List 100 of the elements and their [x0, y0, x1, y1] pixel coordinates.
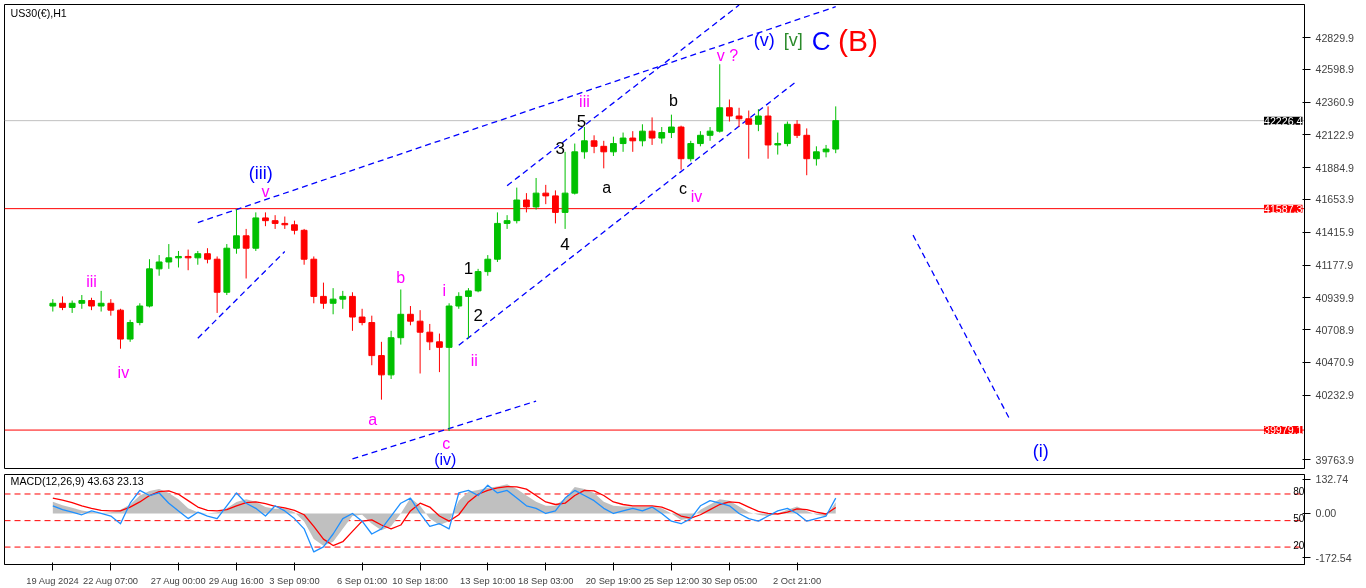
annotation: (i) — [1032, 440, 1049, 461]
candlestick — [706, 126, 714, 142]
candlestick — [465, 287, 472, 339]
annotation: 80 — [1293, 485, 1305, 497]
y-tick-label: 40470.9 — [1315, 356, 1355, 369]
y-tick-label: 0.00 — [1315, 507, 1337, 520]
y-tick-label: 41884.9 — [1315, 161, 1355, 174]
annotation: i — [442, 282, 447, 299]
candlestick — [426, 323, 434, 351]
annotation: v ? — [716, 47, 739, 64]
y-tick-label: 41177.9 — [1315, 259, 1354, 272]
annotation: iii — [579, 93, 590, 110]
annotation: v — [261, 183, 270, 200]
y-tick-label: -172.54 — [1315, 551, 1352, 564]
annotation: a — [368, 411, 378, 428]
annotation: (B) — [837, 24, 878, 57]
annotation: (v) — [753, 29, 775, 50]
candlestick — [233, 208, 240, 255]
ref-line-label: 42226.4 — [1263, 114, 1303, 127]
annotation: (iii) — [248, 162, 273, 183]
x-tick-label: 18 Sep 03:00 — [518, 575, 574, 586]
x-tick-label: 22 Aug 07:00 — [83, 575, 139, 586]
annotation: 50 — [1293, 512, 1305, 524]
annotation: 4 — [560, 234, 570, 254]
annotation: c — [442, 435, 451, 452]
candlestick — [349, 291, 356, 332]
y-tick-label: 40708.9 — [1315, 323, 1355, 336]
annotation: c — [679, 180, 688, 197]
annotation: 3 — [555, 138, 565, 158]
candlestick — [126, 319, 134, 343]
x-tick-label: 25 Sep 12:00 — [643, 575, 700, 586]
y-tick-label: 42122.9 — [1315, 128, 1355, 141]
y-tick-label: 42598.9 — [1315, 63, 1355, 76]
candlestick — [619, 132, 627, 153]
y-tick-label: 40939.9 — [1315, 291, 1355, 304]
candlestick — [242, 228, 250, 279]
y-tick-label: 41653.9 — [1315, 193, 1355, 206]
candlestick — [610, 136, 617, 157]
y-tick-label: 132.74 — [1315, 473, 1349, 486]
chart-title: US30(€),H1 — [10, 6, 67, 19]
annotation: (iv) — [434, 451, 457, 468]
annotation: [v] — [783, 29, 803, 50]
candlestick — [687, 140, 695, 162]
candlestick — [726, 99, 733, 123]
x-tick-label: 20 Sep 19:00 — [585, 575, 642, 586]
candlestick — [600, 140, 608, 169]
x-tick-label: 27 Aug 00:00 — [150, 575, 206, 586]
candlestick — [407, 305, 414, 326]
candlestick — [784, 121, 791, 147]
annotation: 5 — [576, 111, 587, 131]
annotation: b — [668, 92, 678, 109]
candlestick — [581, 126, 588, 160]
candlestick — [484, 254, 492, 277]
chart-title: MACD(12,26,9) 43.63 23.13 — [10, 474, 144, 487]
candlestick — [358, 308, 366, 326]
candlestick — [97, 290, 105, 313]
candlestick — [416, 309, 424, 374]
annotation: C — [811, 25, 831, 56]
candlestick — [813, 145, 820, 167]
annotation: 20 — [1293, 539, 1305, 551]
candlestick — [542, 184, 550, 205]
candlestick — [320, 282, 327, 310]
candlestick — [503, 214, 511, 230]
y-tick-label: 41415.9 — [1315, 226, 1355, 239]
candlestick — [803, 127, 811, 176]
candlestick — [590, 134, 598, 154]
x-tick-label: 10 Sep 18:00 — [392, 575, 448, 586]
ref-line-label: 41587.3 — [1263, 202, 1303, 215]
candlestick — [397, 289, 405, 346]
candlestick — [668, 114, 675, 139]
candlestick — [378, 341, 385, 401]
candlestick — [436, 333, 443, 373]
y-tick-label: 42360.9 — [1315, 96, 1355, 109]
annotation: ii — [470, 352, 478, 369]
candlestick — [755, 108, 762, 132]
candlestick — [735, 107, 743, 128]
candlestick — [155, 254, 163, 277]
annotation: 2 — [473, 305, 483, 325]
candlestick — [639, 123, 646, 147]
candlestick — [532, 177, 540, 211]
x-tick-label: 2 Oct 21:00 — [772, 575, 822, 586]
candlestick — [774, 132, 782, 156]
y-tick-label: 39763.9 — [1315, 453, 1355, 466]
annotation: 1 — [463, 258, 474, 278]
annotation: a — [602, 179, 612, 196]
x-tick-label: 19 Aug 2024 — [26, 575, 79, 586]
candlestick — [329, 287, 337, 315]
x-tick-label: 3 Sep 09:00 — [269, 575, 320, 586]
candlestick — [136, 302, 144, 326]
ref-line-label: 39979.1 — [1263, 424, 1303, 437]
annotation: iv — [690, 188, 703, 205]
annotation: iv — [117, 364, 130, 381]
x-tick-label: 13 Sep 10:00 — [460, 575, 516, 586]
x-tick-label: 29 Aug 16:00 — [208, 575, 264, 586]
candlestick — [271, 214, 279, 230]
x-tick-label: 6 Sep 01:00 — [336, 575, 388, 586]
candlestick — [822, 144, 830, 158]
x-tick-label: 30 Sep 05:00 — [701, 575, 758, 586]
candlestick — [648, 116, 656, 146]
candlestick — [716, 63, 724, 134]
